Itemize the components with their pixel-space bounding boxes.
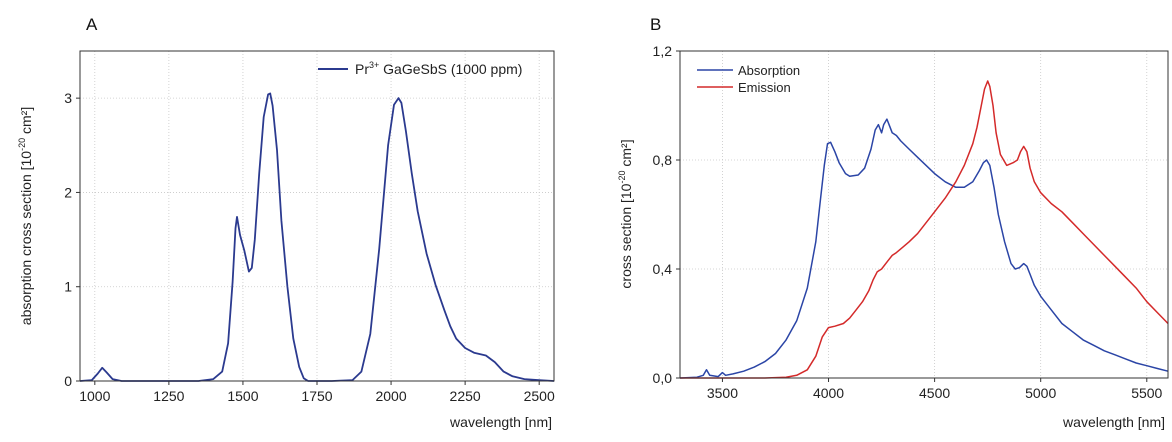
series-a — [79, 92, 555, 382]
y-axis-title-a-main: absorption cross section [10 — [18, 151, 34, 326]
x-tick-label: 5500 — [1131, 385, 1162, 401]
x-tick-label: 1000 — [79, 388, 110, 404]
y-axis-title-b-main: cross section [10 — [618, 183, 634, 288]
y-tick-label: 0,8 — [653, 152, 673, 168]
legend-label-a-sup: 3+ — [369, 60, 379, 70]
series-b — [679, 80, 1169, 379]
y-tick-label: 0 — [64, 373, 72, 389]
ticks-b: 3500 4000 4500 5000 5500 0,0 0,4 0,8 1,2 — [653, 43, 1163, 401]
y-axis-title-b: cross section [10-20 cm²] — [617, 139, 634, 288]
x-tick-label: 1750 — [301, 388, 332, 404]
ticks-a: 1000 1250 1500 1750 2000 2250 2500 0 1 2 3 — [64, 90, 555, 404]
chart-panel-b: B 3500 4000 4500 5000 5500 0,0 0,4 0,8 1,2 wavel… — [617, 15, 1169, 430]
series-line-b-0 — [679, 118, 1169, 379]
y-axis-title-b-sup: -20 — [617, 171, 627, 184]
series-line-b-1 — [680, 80, 1169, 379]
x-axis-title-b: wavelength [nm] — [1062, 414, 1165, 430]
plot-frame-b — [679, 50, 1169, 379]
grid-b — [680, 50, 1168, 379]
legend-a: Pr3+ GaGeSbS (1000 ppm) — [318, 60, 522, 77]
y-tick-label: 0,4 — [653, 261, 673, 277]
x-tick-label: 2500 — [524, 388, 555, 404]
x-tick-label: 1250 — [153, 388, 184, 404]
x-tick-label: 2000 — [375, 388, 406, 404]
y-axis-title-a-unit: cm²] — [18, 107, 34, 138]
x-axis-title-a: wavelength [nm] — [449, 414, 552, 430]
legend-label-a-main: Pr — [355, 61, 369, 77]
y-tick-label: 2 — [64, 184, 72, 200]
x-tick-label: 2250 — [450, 388, 481, 404]
x-tick-label: 1500 — [227, 388, 258, 404]
legend-label-emission: Emission — [738, 80, 791, 95]
chart-panel-a: A 1000 1250 1500 1750 2000 2250 2500 0 1 2 3 wavel… — [17, 15, 555, 430]
x-tick-label: 5000 — [1025, 385, 1056, 401]
y-tick-label: 1,2 — [653, 43, 673, 59]
panel-label-a: A — [86, 15, 98, 34]
legend-label-a: Pr3+ GaGeSbS (1000 ppm) — [355, 60, 522, 77]
legend-label-a-rest: GaGeSbS (1000 ppm) — [379, 61, 522, 77]
grid-a — [80, 51, 554, 382]
y-axis-title-a: absorption cross section [10-20 cm²] — [17, 107, 34, 325]
y-tick-label: 0,0 — [653, 370, 673, 386]
legend-label-absorption: Absorption — [738, 63, 800, 78]
series-line-a-0 — [79, 92, 555, 382]
y-tick-label: 1 — [64, 279, 72, 295]
y-axis-title-b-unit: cm²] — [618, 139, 634, 170]
x-tick-label: 4500 — [919, 385, 950, 401]
x-tick-label: 3500 — [707, 385, 738, 401]
panel-label-b: B — [650, 15, 661, 34]
y-axis-title-a-sup: -20 — [17, 138, 27, 151]
y-tick-label: 3 — [64, 90, 72, 106]
legend-b: Absorption Emission — [697, 63, 800, 95]
x-tick-label: 4000 — [813, 385, 844, 401]
